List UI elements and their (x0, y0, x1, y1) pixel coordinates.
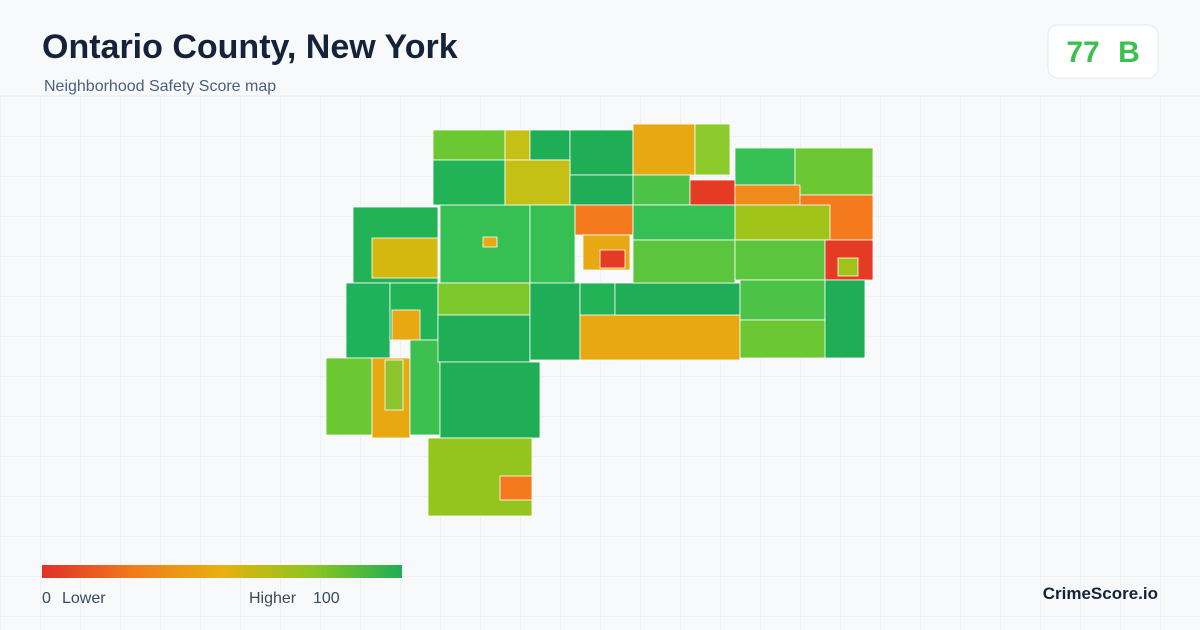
region (574, 204, 634, 236)
region (504, 159, 571, 206)
region (599, 249, 626, 269)
region (391, 309, 421, 341)
region (529, 129, 571, 161)
subtitle: Neighborhood Safety Score map (44, 78, 276, 95)
score-value: 77 (1066, 36, 1099, 69)
region (632, 123, 696, 176)
region (614, 282, 741, 316)
region (824, 279, 866, 359)
region (694, 123, 731, 176)
legend-max-label: Higher (249, 590, 297, 607)
region (739, 319, 829, 359)
region (794, 147, 874, 196)
legend-min-label: Lower (62, 590, 106, 607)
region (734, 239, 826, 281)
score-badge (1047, 24, 1159, 79)
header-band (0, 0, 1200, 96)
region (439, 361, 541, 439)
region (409, 339, 441, 436)
brand: CrimeScore.io (1043, 584, 1158, 603)
region (325, 357, 373, 436)
region (432, 159, 506, 206)
legend-min: 0 (42, 590, 51, 607)
region (632, 174, 691, 206)
region (734, 184, 801, 206)
region (529, 282, 581, 361)
region (632, 239, 736, 284)
region (837, 257, 859, 277)
region (529, 204, 576, 284)
legend-gradient (42, 565, 402, 578)
region (437, 282, 531, 316)
region (371, 237, 439, 279)
region (482, 236, 498, 248)
county-map (325, 123, 874, 517)
score-grade: B (1118, 36, 1140, 69)
title: Ontario County, New York (42, 28, 458, 66)
region (345, 282, 391, 359)
region (689, 179, 736, 206)
region (579, 314, 741, 361)
region (734, 147, 796, 186)
region (734, 204, 831, 241)
legend-max: 100 (313, 590, 340, 607)
region (739, 279, 826, 321)
region (499, 475, 533, 501)
region (569, 174, 634, 206)
region (569, 129, 634, 176)
region (632, 204, 736, 241)
region (504, 129, 531, 161)
region (384, 359, 404, 411)
region (432, 129, 506, 161)
region (437, 314, 531, 363)
